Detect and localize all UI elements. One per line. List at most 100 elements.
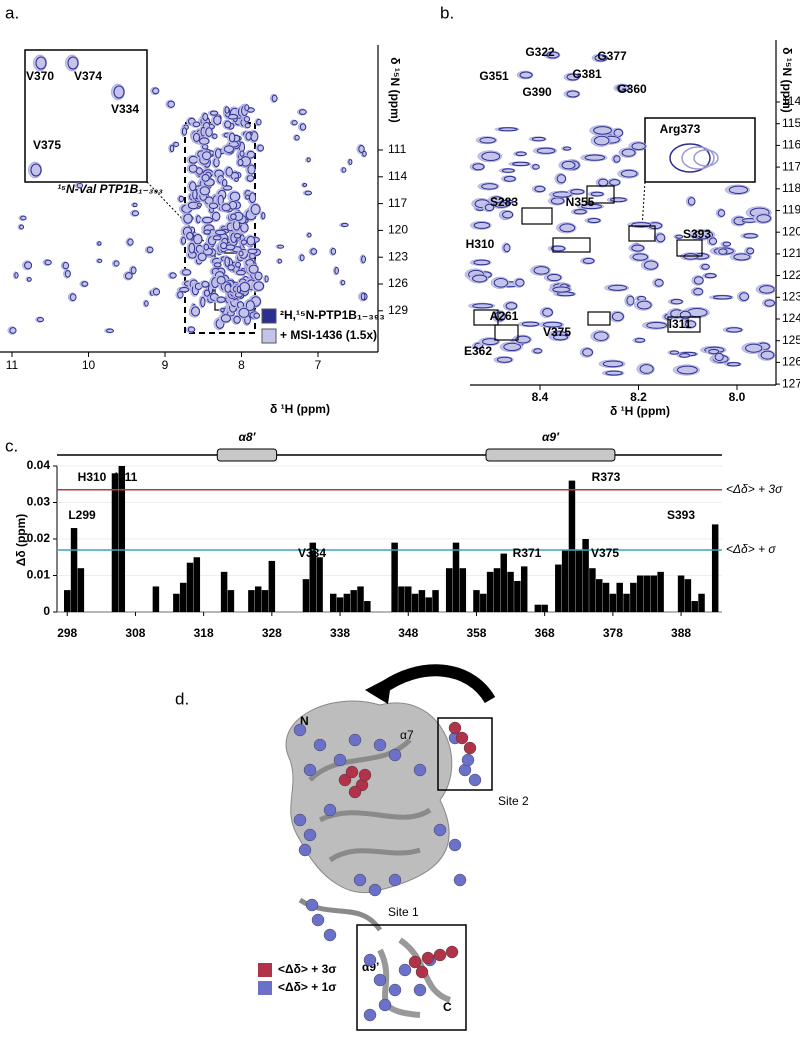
threshold-label: <Δδ> + 3σ bbox=[726, 482, 783, 496]
x-tick-label: 8.2 bbox=[630, 390, 647, 404]
y-tick-label: 123 bbox=[782, 289, 800, 303]
bar bbox=[309, 542, 317, 612]
spectrum-peak bbox=[224, 256, 230, 267]
bar bbox=[677, 575, 685, 612]
spectrum-peak bbox=[501, 168, 515, 173]
legend-swatch bbox=[261, 328, 277, 344]
spectrum-peak bbox=[704, 273, 717, 279]
spectrum-peak bbox=[213, 115, 222, 126]
spectrum-peak bbox=[234, 177, 239, 182]
spectrum-peak bbox=[181, 236, 187, 245]
residue-sphere bbox=[413, 983, 427, 997]
spectrum-peak bbox=[202, 112, 209, 122]
y-tick-label: 119 bbox=[782, 203, 800, 217]
spectrum-peak bbox=[593, 331, 609, 342]
bar bbox=[473, 590, 480, 612]
spectrum-peak bbox=[201, 216, 213, 224]
peak-box bbox=[676, 239, 703, 257]
helix bbox=[216, 448, 278, 462]
y-tick-label: 124 bbox=[782, 311, 800, 325]
spectrum-peak bbox=[542, 308, 553, 317]
spectrum-peak bbox=[550, 245, 566, 252]
structure-label: α7 bbox=[400, 728, 414, 742]
spectrum-peak bbox=[81, 281, 89, 287]
bar bbox=[534, 604, 542, 612]
spectrum-peak bbox=[679, 353, 691, 358]
peak-label: V375 bbox=[543, 325, 571, 339]
spectrum-peak bbox=[533, 348, 543, 354]
y-tick-label: 115 bbox=[782, 116, 800, 130]
spectrum-peak bbox=[132, 202, 138, 208]
y-tick-label: 114 bbox=[782, 94, 800, 108]
spectrum-peak bbox=[521, 321, 540, 327]
bar bbox=[582, 539, 589, 612]
spectrum-peak bbox=[643, 260, 659, 270]
spectrum-peak bbox=[192, 121, 201, 128]
y-tick-label: 120 bbox=[388, 223, 408, 237]
spectrum-peak bbox=[250, 203, 261, 215]
bar bbox=[254, 586, 262, 612]
spectrum-peak bbox=[173, 141, 180, 148]
residue-sphere bbox=[421, 951, 435, 965]
spectrum-peak bbox=[692, 230, 714, 240]
y-tick-label: 114 bbox=[388, 169, 407, 183]
spectrum-peak bbox=[209, 110, 219, 116]
spectrum-peak bbox=[220, 307, 225, 313]
spectrum-peak bbox=[306, 157, 311, 163]
spectrum-peak bbox=[245, 300, 255, 312]
residue-sphere bbox=[448, 838, 462, 852]
spectrum-peak bbox=[685, 320, 697, 329]
bar bbox=[432, 590, 439, 612]
residue-sphere bbox=[388, 748, 402, 762]
spectrum-peak bbox=[239, 150, 245, 157]
helix bbox=[485, 448, 616, 462]
spectrum-peak bbox=[271, 94, 278, 103]
spectrum-peak bbox=[244, 122, 251, 129]
bar bbox=[575, 549, 583, 612]
spectrum-peak bbox=[556, 174, 567, 184]
spectrum-peak bbox=[222, 185, 233, 191]
residue-sphere bbox=[348, 733, 362, 747]
residue-sphere bbox=[311, 913, 325, 927]
spectrum-peak bbox=[531, 136, 546, 142]
residue-sphere bbox=[338, 773, 352, 787]
spectrum-peak bbox=[472, 303, 494, 309]
annotation: V334 bbox=[298, 546, 326, 560]
residue-sphere bbox=[448, 721, 462, 735]
x-tick-label: 388 bbox=[671, 626, 691, 640]
helix-label: α9′ bbox=[542, 430, 560, 444]
spectrum-peak bbox=[693, 288, 704, 296]
spectrum-peak bbox=[631, 222, 652, 228]
inset-peak bbox=[30, 163, 42, 177]
y-tick-label: 125 bbox=[782, 333, 800, 347]
bar bbox=[623, 593, 630, 612]
y-tick-label: 117 bbox=[388, 196, 407, 210]
bar bbox=[316, 557, 323, 612]
y-tick-label: 121 bbox=[782, 246, 800, 260]
spectrum-peak bbox=[675, 234, 684, 239]
spectrum-peak bbox=[670, 299, 683, 305]
residue-sphere bbox=[398, 963, 412, 977]
peak-label: S393 bbox=[683, 227, 711, 241]
peak-label: E362 bbox=[464, 344, 492, 358]
spectrum-peak bbox=[246, 263, 259, 275]
threshold-label: <Δδ> + σ bbox=[726, 542, 776, 556]
bar bbox=[445, 568, 453, 612]
spectrum-peak bbox=[473, 259, 491, 266]
spectrum-peak bbox=[44, 259, 52, 266]
spectrum-peak bbox=[621, 148, 636, 157]
x-tick-label: 298 bbox=[57, 626, 77, 640]
site-label: Site 2 bbox=[498, 794, 529, 808]
panel-label: c. bbox=[5, 436, 18, 455]
spectrum-peak bbox=[179, 287, 190, 293]
spectrum-peak bbox=[302, 182, 308, 188]
structure-label: C bbox=[443, 1000, 452, 1014]
spectrum-peak bbox=[299, 123, 307, 131]
bar bbox=[411, 593, 419, 612]
spectrum-peak bbox=[203, 229, 211, 235]
y-axis-label: δ ¹⁵N (ppm) bbox=[388, 57, 402, 123]
spectrum-peak bbox=[473, 221, 491, 229]
spectrum-peak bbox=[358, 145, 365, 153]
bar bbox=[63, 590, 71, 612]
panel-label: d. bbox=[175, 689, 189, 708]
